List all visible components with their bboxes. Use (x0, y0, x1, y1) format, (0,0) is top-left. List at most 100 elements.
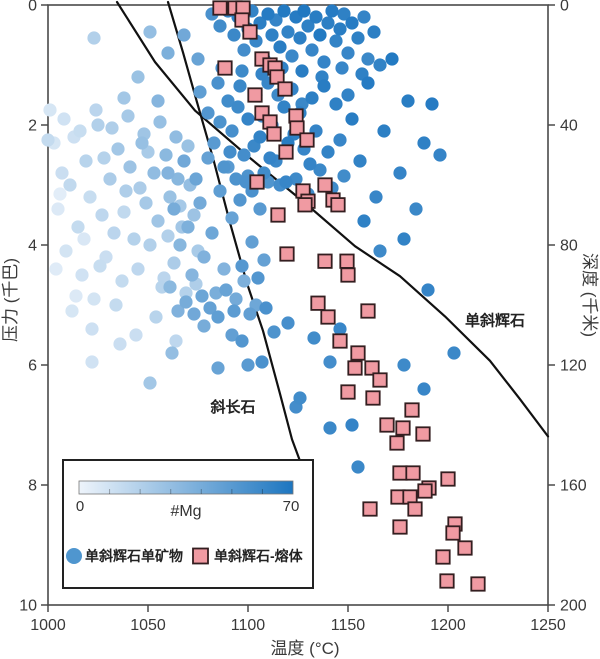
cpx-mineral-point (337, 169, 351, 183)
phase-boundary-curves (115, 0, 550, 463)
cpx-mineral-point (63, 178, 77, 192)
cpx-melt-point (440, 471, 456, 487)
cpx-mineral-point (253, 202, 267, 216)
colorbar-min-label: 0 (76, 498, 84, 515)
cpx-mineral-point (53, 187, 67, 201)
y-right-tick-label: 200 (560, 598, 587, 615)
cpx-mineral-point (91, 118, 105, 132)
cpx-melt-point (435, 549, 451, 565)
cpx-mineral-point (373, 58, 387, 72)
cpx-mineral-point (259, 301, 273, 315)
cpx-mineral-point (135, 136, 149, 150)
cpx-mineral-point (313, 28, 327, 42)
cpx-mineral-point (103, 172, 117, 186)
cpx-mineral-point (307, 331, 321, 345)
cpx-melt-point (417, 483, 433, 499)
cpx-melt-point (297, 197, 313, 213)
cpx-mineral-point (127, 232, 141, 246)
cpx-mineral-point (151, 94, 165, 108)
cpx-mineral-point (87, 31, 101, 45)
cpx-mineral-point (217, 262, 231, 276)
cpx-mineral-point (333, 22, 347, 36)
cpx-melt-point (330, 197, 346, 213)
cpx-melt-point (247, 87, 263, 103)
cpx-mineral-point (147, 166, 161, 180)
cpx-mineral-point (201, 106, 215, 120)
cpx-mineral-point (279, 175, 293, 189)
cpx-mineral-point (305, 91, 319, 105)
y-right-tick-label: 80 (560, 238, 578, 255)
cpx-mineral-point (51, 202, 65, 216)
y-left-tick-label: 0 (28, 0, 37, 15)
cpx-mineral-point (171, 172, 185, 186)
cpx-mineral-point (239, 175, 253, 189)
cpx-mineral-point (193, 196, 207, 210)
cpx-mineral-point (281, 25, 295, 39)
cpx-mineral-point (293, 391, 307, 405)
cpx-melt-point (277, 81, 293, 97)
cpx-melt-point (457, 540, 473, 556)
cpx-melt-point (234, 12, 250, 28)
cpx-mineral-point (191, 52, 205, 66)
cpx-mineral-point (85, 355, 99, 369)
cpx-mineral-point (361, 52, 375, 66)
colorbar-title: #Mg (170, 503, 201, 520)
cpx-melt-point (389, 435, 405, 451)
cpx-mineral-point (305, 43, 319, 57)
cpx-mineral-point (251, 271, 265, 285)
cpx-mineral-point (179, 295, 193, 309)
cpx-mineral-point (345, 16, 359, 30)
cpx-melt-point (365, 390, 381, 406)
axis-ticks: 0 2 4 6 8 10 0 40 80 120 160 200 1000 1050 1100 1150 120… (19, 0, 587, 634)
cpx-mineral-point (295, 64, 309, 78)
y-left-tick-label: 10 (19, 598, 37, 615)
cpx-mineral-point (223, 145, 237, 159)
legend-square-label: 单斜辉石-熔体 (214, 548, 304, 564)
x-tick-label: 1050 (130, 617, 166, 634)
cpx-mineral-point (139, 196, 153, 210)
cpx-mineral-point (317, 55, 331, 69)
cpx-mineral-point (59, 244, 73, 258)
cpx-mineral-point (65, 304, 79, 318)
cpx-mineral-point (241, 112, 255, 126)
cpx-mineral-point (181, 220, 195, 234)
cpx-melt-point (372, 372, 388, 388)
colorbar-ticks (109, 489, 263, 494)
cpx-melt-point (347, 360, 363, 376)
cpx-mineral-point (237, 43, 251, 57)
cpx-mineral-point (77, 232, 91, 246)
cpx-mineral-point (143, 25, 157, 39)
cpx-mineral-point (361, 76, 375, 90)
cpx-melt-point (278, 144, 294, 160)
cpx-mineral-point (281, 316, 295, 330)
cpx-mineral-point (421, 283, 435, 297)
cpx-mineral-point (87, 292, 101, 306)
y-right-tick-label: 40 (560, 118, 578, 135)
cpx-melt-point (445, 525, 461, 541)
cpx-mineral-point (159, 148, 173, 162)
cpx-mineral-point (345, 418, 359, 432)
cpx-mineral-point (301, 19, 315, 33)
cpx-mineral-point (213, 19, 227, 33)
legend: 0 70 #Mg 单斜辉石单矿物 单斜辉石-熔体 (62, 459, 314, 589)
cpx-mineral-point (229, 172, 243, 186)
cpx-mineral-point (377, 124, 391, 138)
cpx-mineral-point (83, 190, 97, 204)
cpx-mineral-point (169, 334, 183, 348)
curve-斜长石 (166, 0, 302, 463)
cpx-mineral-point (225, 328, 239, 342)
cpx-mineral-point (41, 133, 55, 147)
cpx-melt-point (289, 120, 305, 136)
cpx-mineral-point (227, 28, 241, 42)
cpx-mineral-point (115, 274, 129, 288)
cpx-mineral-point (417, 382, 431, 396)
cpx-mineral-point (211, 310, 225, 324)
cpx-mineral-point (225, 124, 239, 138)
cpx-mineral-point (255, 355, 269, 369)
cpx-mineral-point (69, 289, 83, 303)
cpx-melt-point (439, 573, 455, 589)
cpx-mineral-point (187, 208, 201, 222)
cpx-mineral-point (261, 7, 275, 21)
cpx-mineral-point (277, 100, 291, 114)
